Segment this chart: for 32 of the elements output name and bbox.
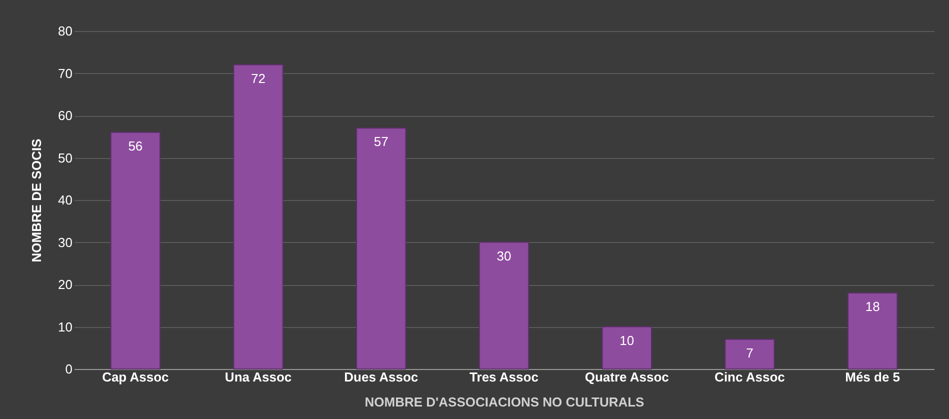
x-tick-label: Més de 5 [845,370,900,384]
y-tick-label: 0 [65,362,72,376]
y-tick-label: 40 [58,192,72,208]
bar [848,292,898,370]
bar [478,242,530,370]
x-tick-label: Tres Assoc [470,370,538,384]
x-tick-label: Cinc Assoc [714,370,785,384]
data-label: 7 [746,345,754,360]
bar [233,64,284,370]
bar [602,326,652,370]
y-tick-label: 80 [58,24,72,38]
data-label: 72 [251,70,266,86]
bar [724,338,775,370]
data-label: 56 [128,138,143,154]
bar [110,132,160,370]
data-label: 30 [496,248,512,264]
y-tick-label: 20 [58,277,72,292]
bar [356,128,406,370]
y-tick-label: 60 [58,108,72,123]
x-tick-label: Quatre Assoc [584,370,669,384]
y-tick-label: 50 [58,150,72,166]
x-tick-label: Cap Assoc [102,370,169,384]
y-tick-label: 30 [58,234,72,250]
x-tick-label: Dues Assoc [344,370,418,384]
y-tick-label: 70 [58,66,72,81]
x-axis-title: NOMBRE D'ASSOCIACIONS NO CULTURALS [364,394,645,410]
data-label: 10 [620,332,634,348]
y-tick-label: 10 [58,319,72,334]
data-label: 18 [865,298,880,314]
y-axis-title: NOMBRE DE SOCIS [29,138,44,262]
x-tick-label: Una Assoc [224,370,292,384]
data-label: 57 [374,134,388,150]
